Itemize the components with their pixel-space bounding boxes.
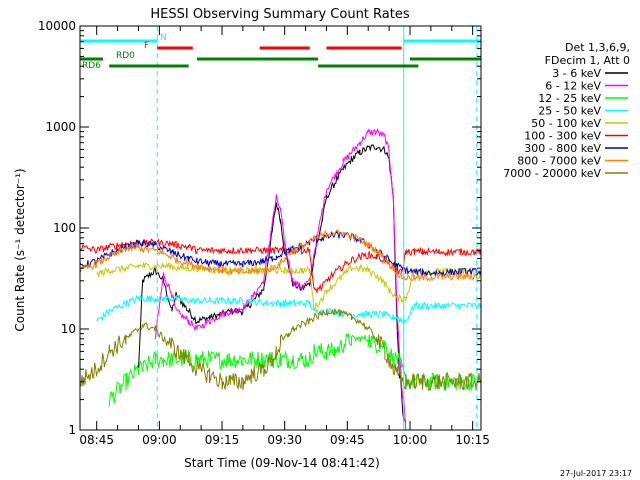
legend-label-12-25-kev: 12 - 25 keV	[538, 92, 601, 105]
legend-label-7000-20000-kev: 7000 - 20000 keV	[503, 167, 601, 180]
chart-title: HESSI Observing Summary Count Rates	[150, 7, 409, 22]
y-tick-label-10: 10	[61, 322, 76, 336]
legend-label-50-100-kev: 50 - 100 keV	[531, 117, 601, 130]
x-tick-label-0930: 09:30	[267, 433, 302, 447]
series-line-12-25-kev	[108, 332, 482, 407]
axes: 1 10 100 1000 10000 08:45 09:00 09:15 09:30 09:45…	[38, 19, 490, 447]
flag-label-f: F	[144, 41, 149, 51]
x-tick-label-0945: 09:45	[330, 433, 365, 447]
footer-timestamp: 27-Jul-2017 23:17	[560, 469, 632, 478]
plot-frame	[79, 25, 482, 431]
y-tick-label-100: 100	[53, 221, 76, 235]
legend-header-line-1: Det 1,3,6,9,	[565, 41, 630, 54]
series-line-7000-20000-kev	[79, 308, 482, 391]
flag-label-rd6: RD6	[82, 61, 101, 71]
x-tick-label-1015: 10:15	[455, 433, 490, 447]
legend-label-6-12-kev: 6 - 12 keV	[545, 80, 601, 93]
legend-label-300-800-kev: 300 - 800 keV	[524, 142, 601, 155]
series-line-800-7000-kev	[79, 229, 482, 282]
flag-bars: N F RD0 RD6	[80, 33, 481, 71]
x-tick-label-1000: 10:00	[393, 433, 428, 447]
y-tick-label-10000: 10000	[38, 19, 76, 33]
x-tick-label-0900: 09:00	[142, 433, 177, 447]
flag-label-n: N	[160, 33, 167, 43]
vertical-markers	[79, 26, 478, 430]
legend-label-3-6-kev: 3 - 6 keV	[552, 67, 601, 80]
flag-label-rd0: RD0	[116, 51, 135, 61]
legend-header-line-2: FDecim 1, Att 0	[545, 54, 630, 67]
legend-label-100-300-kev: 100 - 300 keV	[524, 130, 601, 143]
series-line-3-6-kev	[138, 144, 407, 423]
series-line-6-12-kev	[154, 128, 407, 431]
legend-label-800-7000-kev: 800 - 7000 keV	[517, 155, 601, 168]
series-line-300-800-kev	[79, 230, 482, 278]
y-tick-label-1: 1	[68, 423, 76, 437]
x-tick-label-0915: 09:15	[205, 433, 240, 447]
x-axis-label: Start Time (09-Nov-14 08:41:42)	[184, 456, 380, 470]
series-layer	[79, 128, 482, 431]
legend-label-25-50-kev: 25 - 50 keV	[538, 105, 601, 118]
y-axis-label: Count Rate (s⁻¹ detector⁻¹)	[13, 168, 27, 331]
y-tick-label-1000: 1000	[45, 120, 76, 134]
x-tick-label-0845: 08:45	[79, 433, 114, 447]
series-line-25-50-kev	[96, 294, 482, 326]
series-line-100-300-kev	[79, 237, 482, 295]
